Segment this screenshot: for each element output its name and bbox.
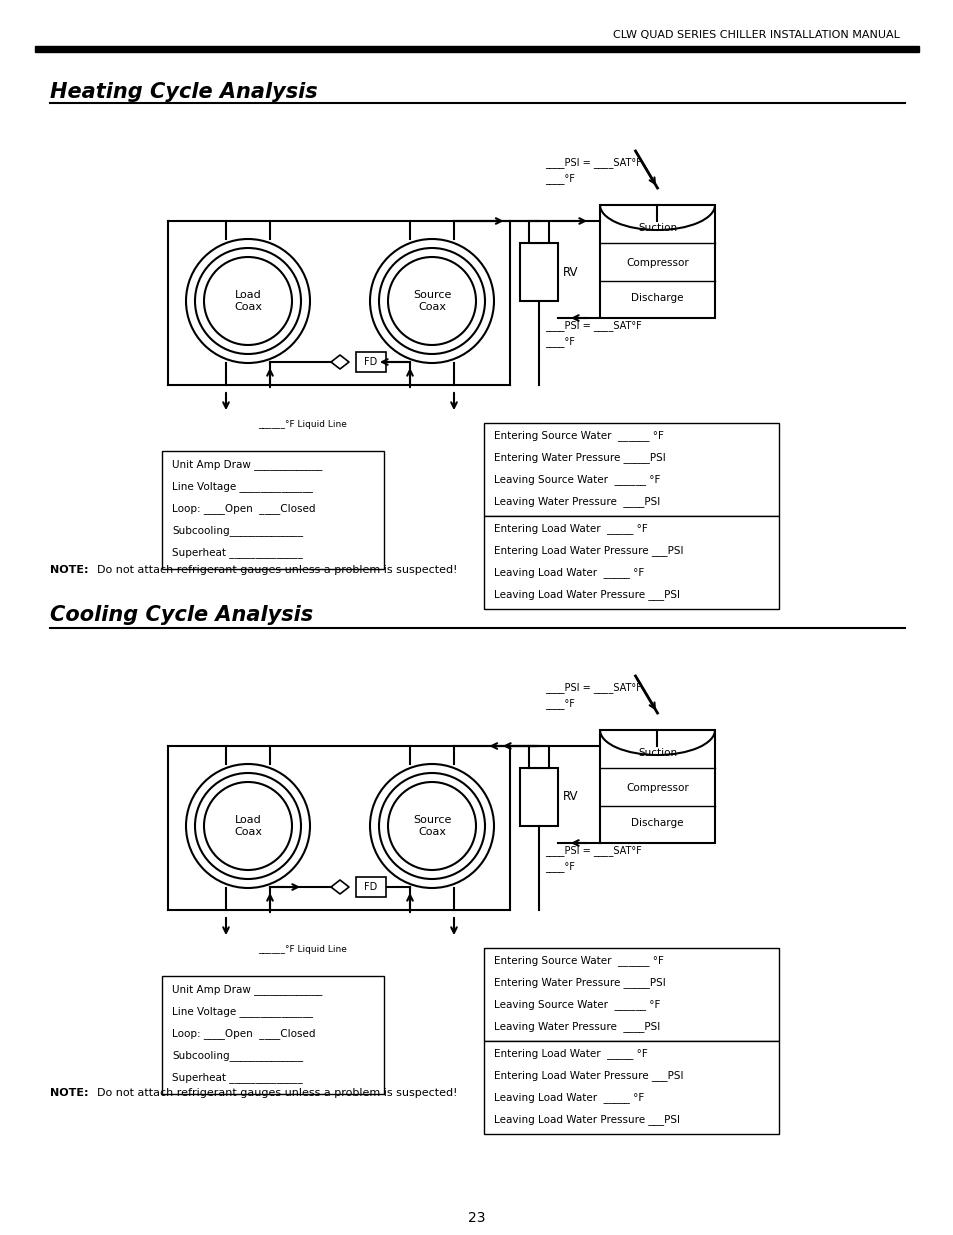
Text: Entering Source Water  ______ °F: Entering Source Water ______ °F	[494, 956, 663, 967]
Text: ____PSI = ____SAT°F: ____PSI = ____SAT°F	[544, 158, 641, 168]
Bar	[599, 205, 714, 317]
Text: Entering Load Water Pressure ___PSI: Entering Load Water Pressure ___PSI	[494, 1071, 682, 1082]
Bar	[483, 424, 779, 516]
Text: Discharge: Discharge	[631, 818, 683, 827]
Text: ____PSI = ____SAT°F: ____PSI = ____SAT°F	[544, 321, 641, 331]
Text: Compressor: Compressor	[625, 258, 688, 268]
Text: ____PSI = ____SAT°F: ____PSI = ____SAT°F	[544, 846, 641, 856]
Text: Load
Coax: Load Coax	[233, 290, 262, 311]
Text: NOTE:: NOTE:	[50, 564, 89, 576]
Text: Leaving Water Pressure  ____PSI: Leaving Water Pressure ____PSI	[494, 496, 659, 508]
Text: Discharge: Discharge	[631, 293, 683, 303]
Text: Leaving Water Pressure  ____PSI: Leaving Water Pressure ____PSI	[494, 1021, 659, 1032]
Bar	[519, 768, 558, 826]
Text: ____°F: ____°F	[544, 337, 575, 347]
Bar	[483, 1041, 779, 1134]
Text: Do not attach refrigerant gauges unless a problem is suspected!: Do not attach refrigerant gauges unless …	[90, 564, 457, 576]
Text: RV: RV	[562, 790, 578, 804]
Text: Do not attach refrigerant gauges unless a problem is suspected!: Do not attach refrigerant gauges unless …	[90, 1088, 457, 1098]
Text: ____PSI = ____SAT°F: ____PSI = ____SAT°F	[544, 683, 641, 694]
Bar	[355, 352, 386, 372]
Text: Superheat ______________: Superheat ______________	[172, 547, 302, 558]
Text: ______°F Liquid Line: ______°F Liquid Line	[258, 945, 347, 953]
Text: Cooling Cycle Analysis: Cooling Cycle Analysis	[50, 605, 313, 625]
Text: Entering Water Pressure _____PSI: Entering Water Pressure _____PSI	[494, 978, 665, 988]
Text: Source
Coax: Source Coax	[413, 290, 451, 311]
Bar	[355, 877, 386, 897]
Text: Entering Load Water Pressure ___PSI: Entering Load Water Pressure ___PSI	[494, 546, 682, 557]
Text: Subcooling______________: Subcooling______________	[172, 1051, 303, 1061]
Text: ____°F: ____°F	[544, 862, 575, 872]
Bar	[483, 516, 779, 609]
Bar	[599, 730, 714, 844]
Text: Leaving Load Water  _____ °F: Leaving Load Water _____ °F	[494, 568, 643, 578]
Text: ____°F: ____°F	[544, 699, 575, 709]
Text: Line Voltage ______________: Line Voltage ______________	[172, 482, 313, 493]
Bar	[529, 221, 548, 243]
Text: Load
Coax: Load Coax	[233, 815, 262, 837]
Text: Suction: Suction	[638, 748, 677, 758]
Bar	[529, 746, 548, 768]
Text: RV: RV	[562, 266, 578, 279]
Text: 23: 23	[468, 1212, 485, 1225]
Text: Entering Water Pressure _____PSI: Entering Water Pressure _____PSI	[494, 452, 665, 463]
Text: Compressor: Compressor	[625, 783, 688, 793]
Text: Leaving Source Water  ______ °F: Leaving Source Water ______ °F	[494, 999, 659, 1010]
Bar	[483, 948, 779, 1041]
Text: Suction: Suction	[638, 224, 677, 233]
Text: ______°F Liquid Line: ______°F Liquid Line	[258, 420, 347, 429]
Text: Superheat ______________: Superheat ______________	[172, 1072, 302, 1083]
Text: Unit Amp Draw _____________: Unit Amp Draw _____________	[172, 984, 322, 995]
Text: CLW QUAD SERIES CHILLER INSTALLATION MANUAL: CLW QUAD SERIES CHILLER INSTALLATION MAN…	[613, 30, 899, 40]
Text: NOTE:: NOTE:	[50, 1088, 89, 1098]
Text: Entering Load Water  _____ °F: Entering Load Water _____ °F	[494, 524, 647, 535]
Text: Leaving Load Water  _____ °F: Leaving Load Water _____ °F	[494, 1093, 643, 1103]
Text: Leaving Load Water Pressure ___PSI: Leaving Load Water Pressure ___PSI	[494, 1114, 679, 1125]
Text: Loop: ____Open  ____Closed: Loop: ____Open ____Closed	[172, 504, 315, 515]
Text: Entering Source Water  ______ °F: Entering Source Water ______ °F	[494, 431, 663, 441]
Bar	[519, 243, 558, 301]
Text: Source
Coax: Source Coax	[413, 815, 451, 837]
Text: Entering Load Water  _____ °F: Entering Load Water _____ °F	[494, 1049, 647, 1060]
Text: Unit Amp Draw _____________: Unit Amp Draw _____________	[172, 459, 322, 471]
Text: Leaving Source Water  ______ °F: Leaving Source Water ______ °F	[494, 474, 659, 485]
Bar	[162, 976, 384, 1094]
Text: Heating Cycle Analysis: Heating Cycle Analysis	[50, 82, 317, 103]
Bar	[162, 451, 384, 569]
Text: FD: FD	[364, 882, 377, 892]
Text: Subcooling______________: Subcooling______________	[172, 526, 303, 536]
Text: Leaving Load Water Pressure ___PSI: Leaving Load Water Pressure ___PSI	[494, 589, 679, 600]
Text: ____°F: ____°F	[544, 174, 575, 184]
Bar	[35, 46, 918, 52]
Text: FD: FD	[364, 357, 377, 367]
Text: Loop: ____Open  ____Closed: Loop: ____Open ____Closed	[172, 1029, 315, 1040]
Text: Line Voltage ______________: Line Voltage ______________	[172, 1007, 313, 1018]
